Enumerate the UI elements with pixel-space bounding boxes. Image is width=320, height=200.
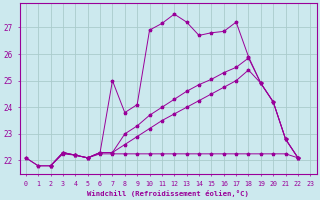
X-axis label: Windchill (Refroidissement éolien,°C): Windchill (Refroidissement éolien,°C) xyxy=(87,190,249,197)
